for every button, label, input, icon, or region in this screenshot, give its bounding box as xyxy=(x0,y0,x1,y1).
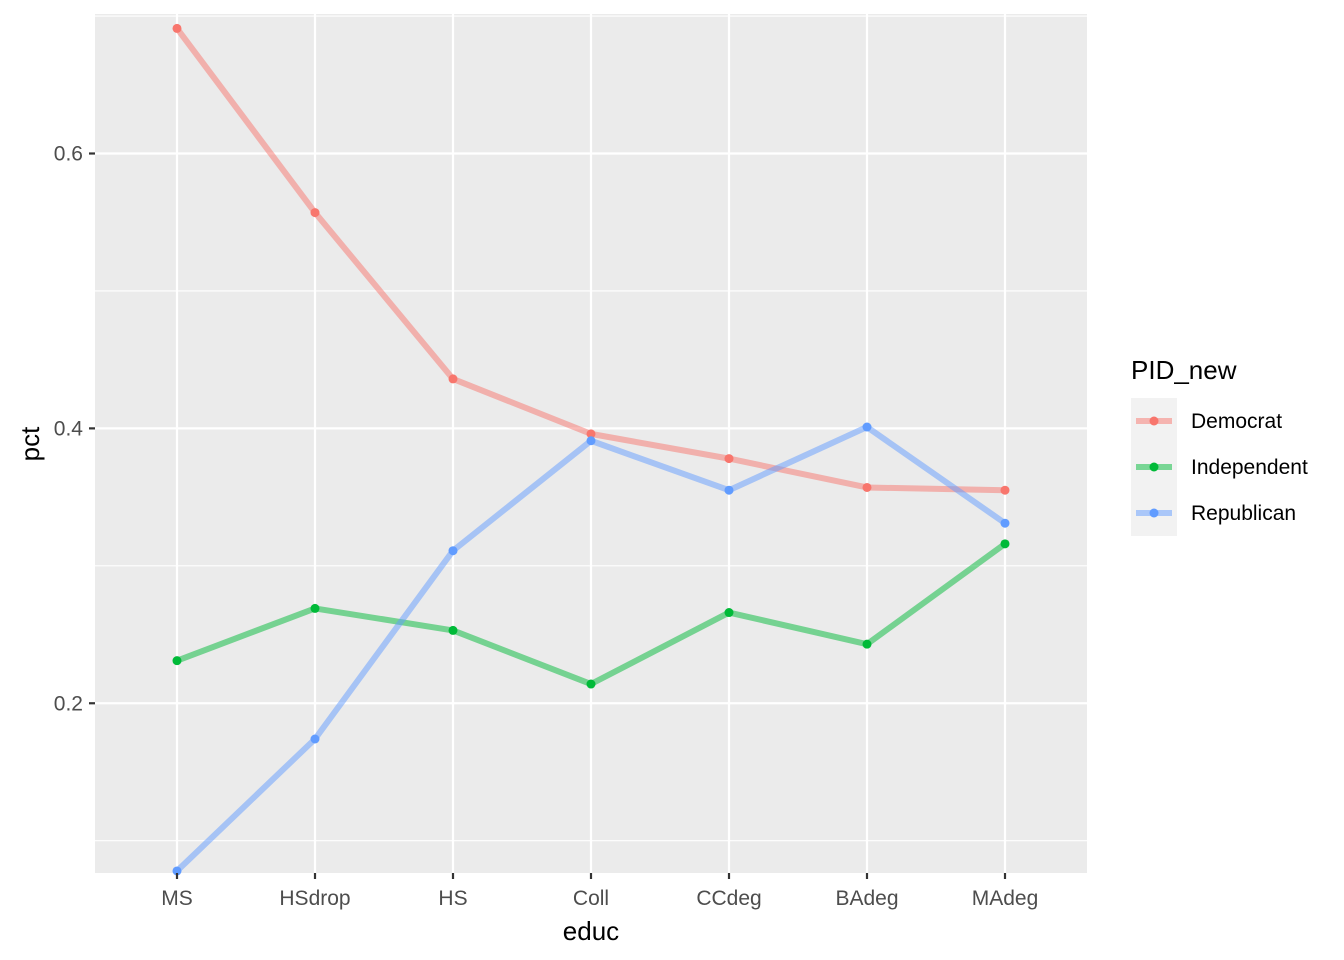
data-point-independent xyxy=(586,679,596,689)
data-point-independent xyxy=(448,625,458,635)
data-point-republican xyxy=(586,436,596,446)
legend-label-democrat: Democrat xyxy=(1191,410,1282,433)
series-points xyxy=(172,23,1010,876)
y-tick-labels: 0.2 0.4 0.6 xyxy=(54,143,84,716)
data-point-republican xyxy=(172,866,182,876)
legend-key-point-independent xyxy=(1149,462,1159,472)
legend-label-independent: Independent xyxy=(1191,456,1308,479)
data-point-republican xyxy=(862,422,872,432)
data-point-republican xyxy=(1000,518,1010,528)
axis-ticks xyxy=(89,152,1007,879)
data-point-republican xyxy=(724,485,734,495)
data-point-independent xyxy=(724,608,734,618)
x-tick-label: Coll xyxy=(573,887,609,910)
y-tick-label: 0.4 xyxy=(54,417,84,440)
legend-key-point-democrat xyxy=(1149,416,1159,426)
x-axis-title: educ xyxy=(563,916,619,946)
x-tick-label: BAdeg xyxy=(835,887,898,910)
data-point-democrat xyxy=(172,23,182,33)
data-point-republican xyxy=(310,734,320,744)
x-tick-label: MAdeg xyxy=(972,887,1039,910)
data-point-democrat xyxy=(448,374,458,384)
data-point-democrat xyxy=(862,482,872,492)
y-axis-title: pct xyxy=(15,426,45,461)
data-point-democrat xyxy=(586,429,596,439)
x-tick-labels: MS HSdrop HS Coll CCdeg BAdeg MAdeg xyxy=(161,887,1038,910)
y-tick-label: 0.2 xyxy=(54,692,83,715)
data-point-independent xyxy=(862,639,872,649)
x-tick-label: MS xyxy=(161,887,193,910)
x-tick-label: HS xyxy=(438,887,467,910)
y-tick-label: 0.6 xyxy=(54,143,83,166)
data-point-democrat xyxy=(310,208,320,218)
x-tick-label: CCdeg xyxy=(696,887,761,910)
data-point-independent xyxy=(1000,539,1010,549)
legend-title: PID_new xyxy=(1131,355,1237,385)
legend: PID_new Democrat Independent Republican xyxy=(1131,355,1308,536)
data-point-democrat xyxy=(1000,485,1010,495)
data-point-republican xyxy=(448,546,458,556)
data-point-independent xyxy=(172,656,182,666)
legend-key-point-republican xyxy=(1149,508,1159,518)
data-point-independent xyxy=(310,603,320,613)
x-tick-label: HSdrop xyxy=(279,887,350,910)
legend-keys: Democrat Independent Republican xyxy=(1131,398,1308,536)
legend-label-republican: Republican xyxy=(1191,502,1296,525)
data-point-democrat xyxy=(724,454,734,464)
